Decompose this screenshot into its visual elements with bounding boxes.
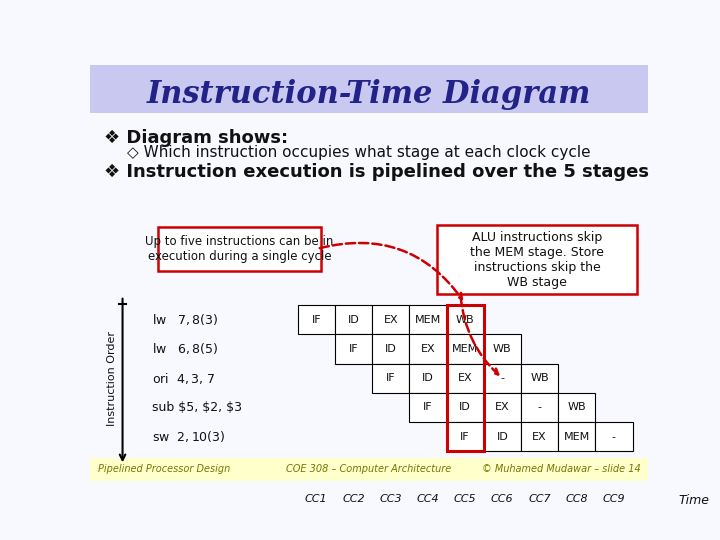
Bar	[521, 422, 558, 451]
Bar	[484, 334, 521, 363]
Bar	[446, 393, 484, 422]
Bar	[446, 363, 484, 393]
Text: CC7: CC7	[528, 494, 551, 504]
Text: Time: Time	[678, 494, 709, 507]
Bar	[90, 65, 648, 112]
Bar	[446, 334, 484, 363]
Text: EX: EX	[532, 431, 546, 442]
Text: sw  $2, 10($3): sw $2, 10($3)	[152, 429, 225, 444]
Text: ID: ID	[384, 344, 397, 354]
Text: Pipelined Processor Design: Pipelined Processor Design	[98, 464, 230, 474]
Text: WB: WB	[567, 402, 586, 413]
Bar	[409, 334, 446, 363]
Text: ALU instructions skip
the MEM stage. Store
instructions skip the
WB stage: ALU instructions skip the MEM stage. Sto…	[470, 231, 604, 288]
Text: Up to five instructions can be in
execution during a single cycle: Up to five instructions can be in execut…	[145, 235, 334, 263]
Bar	[158, 226, 321, 271]
Text: lw   $6, 8($5): lw $6, 8($5)	[152, 341, 219, 356]
Text: CC5: CC5	[454, 494, 477, 504]
Bar	[409, 363, 446, 393]
Text: CC2: CC2	[342, 494, 365, 504]
Bar	[446, 305, 484, 334]
Text: IF: IF	[312, 315, 321, 325]
Text: WB: WB	[493, 344, 512, 354]
Bar	[372, 363, 409, 393]
Text: ❖ Diagram shows:: ❖ Diagram shows:	[104, 130, 288, 147]
Text: COE 308 – Computer Architecture: COE 308 – Computer Architecture	[287, 464, 451, 474]
Text: CC1: CC1	[305, 494, 328, 504]
Bar	[335, 334, 372, 363]
Text: CC6: CC6	[491, 494, 513, 504]
Bar	[521, 363, 558, 393]
Text: -: -	[500, 373, 504, 383]
Text: ◇ Which instruction occupies what stage at each clock cycle: ◇ Which instruction occupies what stage …	[127, 145, 591, 160]
Text: ID: ID	[348, 315, 359, 325]
Text: © Muhamed Mudawar – slide 14: © Muhamed Mudawar – slide 14	[482, 464, 640, 474]
Bar	[409, 393, 446, 422]
Text: CC4: CC4	[417, 494, 439, 504]
Text: -: -	[538, 402, 541, 413]
Text: WB: WB	[456, 315, 474, 325]
Bar	[484, 422, 521, 451]
Text: sub $5, $2, $3: sub $5, $2, $3	[152, 401, 242, 414]
Text: IF: IF	[460, 431, 470, 442]
Bar	[409, 305, 446, 334]
Text: IF: IF	[348, 344, 359, 354]
Bar	[558, 422, 595, 451]
Bar	[484, 393, 521, 422]
Text: MEM: MEM	[452, 344, 478, 354]
Text: CC8: CC8	[565, 494, 588, 504]
Text: ID: ID	[496, 431, 508, 442]
Text: IF: IF	[423, 402, 433, 413]
Text: CC9: CC9	[603, 494, 625, 504]
Bar	[372, 305, 409, 334]
Bar	[335, 305, 372, 334]
Bar	[484, 363, 521, 393]
Text: MEM: MEM	[415, 315, 441, 325]
Text: lw   $7, 8($3): lw $7, 8($3)	[152, 312, 219, 327]
Bar	[437, 225, 637, 294]
Text: EX: EX	[383, 315, 398, 325]
Text: -: -	[612, 431, 616, 442]
Bar	[372, 334, 409, 363]
Text: CC3: CC3	[379, 494, 402, 504]
Text: ID: ID	[459, 402, 471, 413]
Text: EX: EX	[420, 344, 435, 354]
Text: ori  $4, $3, 7: ori $4, $3, 7	[152, 370, 215, 386]
Text: ID: ID	[422, 373, 433, 383]
Text: ❖ Instruction execution is pipelined over the 5 stages: ❖ Instruction execution is pipelined ove…	[104, 164, 649, 181]
Bar	[446, 422, 484, 451]
Text: Instruction-Time Diagram: Instruction-Time Diagram	[147, 78, 591, 110]
Text: WB: WB	[530, 373, 549, 383]
Bar	[446, 305, 484, 451]
Text: Instruction Order: Instruction Order	[107, 330, 117, 426]
Bar	[595, 422, 632, 451]
Text: EX: EX	[495, 402, 510, 413]
Bar	[90, 457, 648, 481]
Text: MEM: MEM	[564, 431, 590, 442]
Bar	[297, 305, 335, 334]
Text: EX: EX	[458, 373, 472, 383]
Text: IF: IF	[386, 373, 395, 383]
Bar	[558, 393, 595, 422]
Bar	[521, 393, 558, 422]
